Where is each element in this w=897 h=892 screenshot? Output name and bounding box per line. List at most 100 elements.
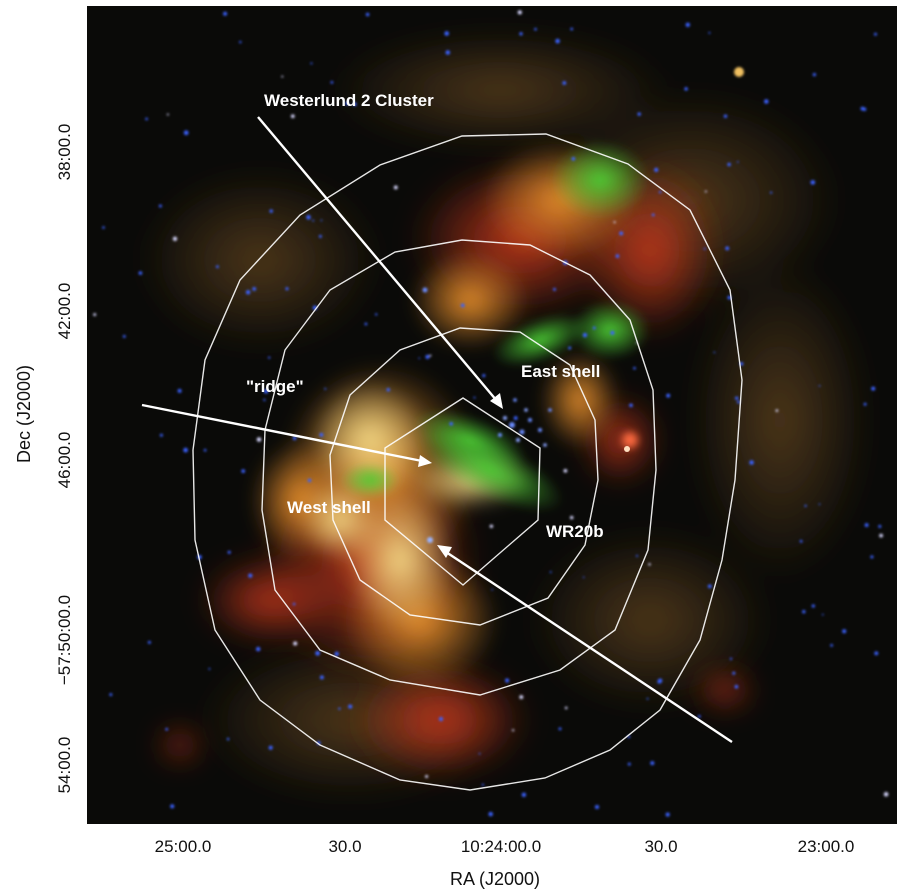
star bbox=[183, 130, 189, 136]
star bbox=[109, 693, 113, 697]
star bbox=[818, 503, 821, 506]
star bbox=[227, 550, 231, 554]
star bbox=[268, 745, 273, 750]
y-tick-label: 42:00.0 bbox=[55, 283, 74, 340]
star bbox=[386, 387, 391, 392]
star bbox=[285, 287, 289, 291]
star bbox=[860, 106, 865, 111]
star bbox=[517, 10, 522, 15]
star bbox=[553, 287, 556, 291]
star bbox=[749, 460, 754, 465]
star bbox=[491, 588, 494, 591]
star bbox=[666, 393, 671, 398]
star bbox=[166, 113, 169, 116]
star bbox=[393, 185, 398, 190]
y-tick-label: 46:00.0 bbox=[55, 432, 74, 489]
star bbox=[315, 650, 320, 656]
star bbox=[571, 156, 576, 161]
star bbox=[635, 554, 639, 557]
star bbox=[770, 191, 773, 194]
label-wr20b: WR20b bbox=[546, 522, 604, 541]
star bbox=[650, 761, 655, 766]
star bbox=[489, 524, 494, 529]
star bbox=[281, 75, 284, 78]
star bbox=[594, 804, 600, 810]
y-tick-label: 38:00.0 bbox=[55, 124, 74, 181]
star bbox=[570, 515, 574, 520]
star bbox=[307, 478, 312, 483]
star bbox=[558, 727, 562, 731]
star bbox=[564, 706, 568, 710]
star bbox=[306, 215, 311, 220]
contour-level-3 bbox=[329, 327, 599, 626]
star bbox=[727, 162, 731, 167]
star-field bbox=[93, 10, 889, 817]
star bbox=[610, 330, 615, 335]
x-tick-label: 30.0 bbox=[644, 837, 677, 856]
star bbox=[555, 38, 560, 44]
star bbox=[775, 409, 779, 412]
star bbox=[637, 112, 641, 116]
arrow-wr20b bbox=[445, 551, 733, 743]
star bbox=[592, 326, 596, 330]
star bbox=[319, 675, 324, 680]
star bbox=[482, 374, 486, 378]
label-westerlund-2-cluster: Westerlund 2 Cluster bbox=[264, 91, 434, 110]
star bbox=[122, 334, 126, 338]
green-emission bbox=[340, 140, 650, 513]
star bbox=[568, 346, 572, 350]
star bbox=[842, 629, 847, 634]
star bbox=[684, 87, 688, 91]
star bbox=[348, 704, 353, 709]
star bbox=[310, 62, 313, 65]
star bbox=[268, 356, 271, 359]
star bbox=[505, 678, 510, 683]
star bbox=[737, 400, 740, 404]
star bbox=[725, 246, 730, 251]
star bbox=[312, 219, 315, 222]
x-axis: 25:00.0 30.0 10:24:00.0 30.0 23:00.0 RA … bbox=[155, 837, 855, 889]
star bbox=[732, 671, 736, 675]
arrowhead-cluster bbox=[490, 393, 503, 409]
x-axis-title: RA (J2000) bbox=[450, 869, 540, 889]
star bbox=[646, 697, 649, 700]
star bbox=[172, 236, 178, 241]
star bbox=[648, 563, 651, 566]
label-west-shell: West shell bbox=[287, 498, 371, 517]
star bbox=[619, 231, 624, 236]
label-ridge: "ridge" bbox=[246, 377, 304, 396]
star bbox=[269, 209, 273, 213]
star bbox=[102, 226, 105, 229]
star bbox=[425, 354, 430, 360]
star bbox=[802, 610, 806, 614]
star bbox=[654, 167, 659, 173]
star bbox=[810, 180, 816, 185]
star bbox=[874, 32, 877, 36]
bright-knot bbox=[622, 67, 744, 452]
star bbox=[245, 290, 251, 295]
annotation-arrows bbox=[141, 116, 733, 743]
star bbox=[879, 533, 883, 538]
star bbox=[473, 396, 476, 399]
star bbox=[324, 387, 327, 390]
star bbox=[707, 584, 712, 589]
star bbox=[729, 657, 733, 660]
y-tick-label: 54:00.0 bbox=[55, 737, 74, 794]
star bbox=[170, 804, 175, 809]
star bbox=[821, 613, 824, 616]
star bbox=[563, 468, 568, 473]
star bbox=[613, 221, 616, 224]
cluster-stars bbox=[422, 287, 552, 543]
star bbox=[320, 219, 323, 222]
star bbox=[208, 667, 211, 670]
star bbox=[241, 469, 246, 473]
star bbox=[627, 762, 631, 766]
arrowhead-wr20b bbox=[437, 545, 452, 558]
star bbox=[658, 190, 662, 194]
star bbox=[460, 303, 465, 308]
star bbox=[252, 286, 257, 291]
star bbox=[799, 539, 803, 543]
star bbox=[158, 204, 162, 208]
star bbox=[708, 31, 711, 34]
